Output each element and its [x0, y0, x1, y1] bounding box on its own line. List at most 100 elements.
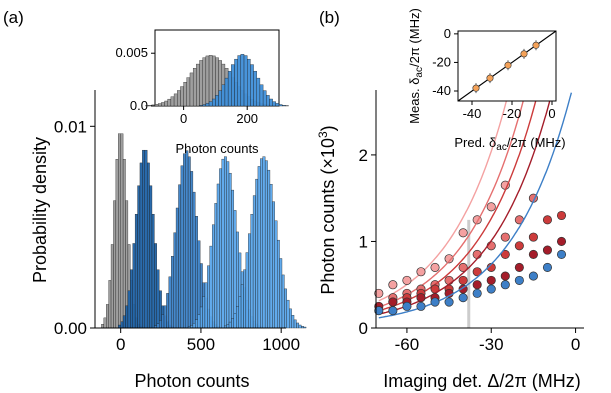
x-tick-label: -20	[503, 106, 522, 121]
hist-bar-4	[257, 166, 261, 329]
hist-bar-3	[207, 265, 210, 329]
hist-bar-1	[130, 269, 133, 329]
hist-bar-4	[252, 195, 256, 329]
y-tick-label: 0	[444, 26, 451, 41]
hist-bar-1	[240, 54, 245, 107]
data-point-4	[458, 293, 468, 303]
hist-bar-0	[208, 55, 213, 107]
hist-bar-0	[196, 63, 200, 107]
y-tick-label: 0	[359, 319, 368, 338]
hist-bar-3	[224, 156, 227, 329]
data-point-2	[458, 275, 468, 285]
y-tick-label: 2	[359, 146, 368, 165]
data-point-4	[500, 280, 510, 290]
hist-bar-0	[108, 280, 112, 329]
hist-bar-2	[163, 305, 167, 329]
hist-bar-3	[231, 189, 235, 329]
hist-bar-1	[231, 64, 235, 107]
hist-bar-0	[101, 324, 105, 329]
hist-bar-4	[291, 315, 295, 329]
data-point-2	[528, 232, 538, 242]
y-tick-label: 0.00	[54, 319, 87, 338]
hist-bar-3	[228, 172, 232, 329]
hist-bar-4	[303, 326, 307, 329]
x-tick-label: 0	[571, 335, 580, 354]
inset-point	[486, 74, 494, 82]
hist-bar-1	[272, 101, 276, 107]
hist-bar-3	[204, 282, 208, 329]
hist-bar-1	[278, 104, 283, 107]
hist-bar-3	[197, 314, 201, 329]
hist-bar-3	[199, 306, 203, 329]
b-x-axis-title: Imaging det. Δ/2π (MHz)	[383, 371, 581, 391]
hist-bar-2	[195, 216, 198, 329]
data-point-2	[542, 215, 553, 225]
hist-bar-4	[272, 201, 275, 329]
hist-bar-0	[161, 102, 165, 107]
hist-bar-0	[205, 55, 210, 107]
inset-point	[520, 50, 528, 58]
hist-bar-2	[178, 184, 182, 329]
data-point-3	[388, 297, 398, 307]
hist-bar-1	[253, 70, 257, 107]
hist-bar-4	[286, 299, 290, 329]
y-tick-label: -40	[432, 83, 451, 98]
data-point-1	[458, 262, 468, 272]
hist-bar-4	[260, 158, 263, 329]
a-y-axis-title: Probability density	[30, 137, 50, 283]
hist-bar-1	[250, 64, 254, 107]
x-tick-label: -60	[395, 335, 420, 354]
b-main-plot: -60 -30 0 0 1 2	[359, 90, 584, 354]
data-point-4	[430, 297, 440, 307]
data-point-1	[444, 275, 454, 285]
hist-bar-0	[183, 82, 187, 107]
x-tick-label: 200	[236, 111, 258, 126]
hist-bar-3	[219, 168, 222, 329]
y-tick-label: 0.005	[115, 45, 148, 60]
data-point-4	[444, 297, 454, 307]
data-point-4	[472, 288, 482, 298]
data-point-0	[388, 280, 398, 290]
data-point-0	[402, 275, 412, 285]
hist-bar-2	[156, 323, 160, 329]
hist-bar-4	[233, 313, 237, 329]
hist-bar-0	[106, 304, 109, 329]
hist-bar-0	[115, 159, 119, 329]
hist-bar-1	[218, 90, 222, 107]
hist-bar-4	[267, 169, 271, 329]
data-point-4	[402, 301, 412, 311]
b-y-axis-title: Photon counts (×103)	[316, 125, 338, 294]
inset-point	[472, 84, 480, 92]
hist-bar-3	[233, 210, 237, 329]
hist-bar-4	[248, 233, 251, 329]
x-tick-label: 0	[180, 111, 187, 126]
hist-bar-2	[183, 153, 186, 329]
hist-bar-3	[226, 161, 230, 329]
hist-bar-4	[274, 220, 278, 329]
inset-point	[532, 41, 540, 49]
b-main-ticks: -60 -30 0 0 1 2	[359, 146, 581, 354]
hist-bar-1	[208, 101, 213, 107]
hist-bar-1	[243, 55, 248, 107]
a-inset-x-axis-title: Photon counts	[175, 141, 259, 156]
b-inset-x-axis-title: Pred. δac/2π (MHz)	[454, 135, 565, 153]
data-point-4	[388, 306, 398, 316]
b-inset-ticks: -40 -20 0 -40 -20 0	[432, 26, 555, 121]
a-main-ticks: 0 500 1000 0.00 0.01	[54, 117, 300, 354]
hist-bar-2	[190, 171, 194, 329]
data-point-4	[374, 306, 384, 316]
hist-bar-1	[275, 103, 280, 107]
x-tick-label: -30	[479, 335, 504, 354]
hist-bar-4	[301, 326, 304, 329]
fit-curve-4	[378, 92, 573, 319]
hist-bar-4	[276, 239, 280, 329]
hist-bar-0	[154, 104, 159, 107]
a-inset-plot: 0 200 0.0 0.005	[115, 29, 289, 126]
y-tick-label: 0.01	[54, 117, 87, 136]
hist-bar-0	[199, 60, 203, 107]
data-point-0	[486, 202, 496, 212]
x-tick-label: 1000	[262, 335, 300, 354]
data-point-2	[556, 210, 567, 221]
hist-bar-1	[122, 315, 126, 329]
